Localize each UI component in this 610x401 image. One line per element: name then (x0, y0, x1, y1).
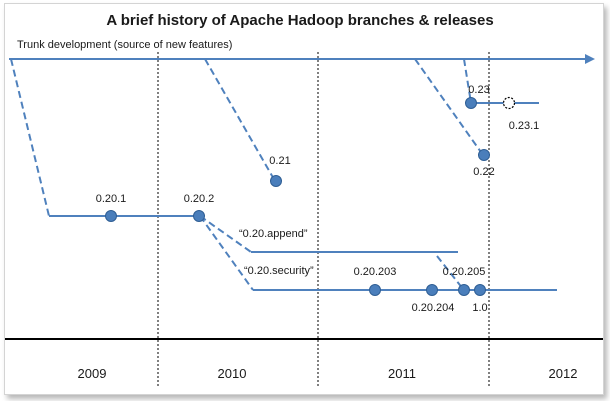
release-node-0-21 (270, 175, 282, 187)
branch-0-20-from-trunk (10, 58, 50, 217)
append-merge-into-security (436, 255, 464, 290)
release-node-0-23-1-planned (502, 96, 516, 110)
release-label-0-21: 0.21 (269, 155, 290, 167)
release-label-0-23-1: 0.23.1 (509, 120, 540, 132)
release-label-0-20-2: 0.20.2 (184, 193, 215, 205)
branch-0-22-from-trunk (414, 58, 484, 156)
release-node-0-22 (478, 149, 490, 161)
branch-label-security: “0.20.security” (244, 265, 314, 277)
year-label-2012: 2012 (549, 366, 578, 381)
release-node-0-20-204 (426, 284, 438, 296)
year-label-2011: 2011 (388, 366, 416, 381)
release-node-1-0 (474, 284, 486, 296)
diagram-frame: A brief history of Apache Hadoop branche… (4, 3, 604, 395)
release-node-0-23 (465, 97, 477, 109)
year-label-2009: 2009 (78, 366, 107, 381)
trunk-label: Trunk development (source of new feature… (17, 39, 232, 51)
branch-0-23-from-trunk (463, 58, 472, 104)
branch-label-append: “0.20.append” (239, 228, 308, 240)
release-label-0-20-1: 0.20.1 (96, 193, 127, 205)
release-node-0-20-203 (369, 284, 381, 296)
page-title: A brief history of Apache Hadoop branche… (106, 12, 493, 29)
release-label-0-20-203: 0.20.203 (354, 266, 397, 278)
year-label-2010: 2010 (218, 366, 247, 381)
branch-0-21-from-trunk (204, 58, 276, 182)
release-label-0-20-205: 0.20.205 (443, 266, 486, 278)
release-label-0-22: 0.22 (473, 166, 494, 178)
release-node-0-20-2 (193, 210, 205, 222)
release-node-0-20-1 (105, 210, 117, 222)
release-label-0-20-204: 0.20.204 (412, 302, 455, 314)
branch-security-from-0-20-2 (199, 215, 254, 291)
hadoop-timeline-diagram: A brief history of Apache Hadoop branche… (5, 12, 603, 386)
release-node-0-20-205 (458, 284, 470, 296)
release-label-0-23: 0.23 (468, 84, 489, 96)
release-label-1-0: 1.0 (472, 302, 487, 314)
